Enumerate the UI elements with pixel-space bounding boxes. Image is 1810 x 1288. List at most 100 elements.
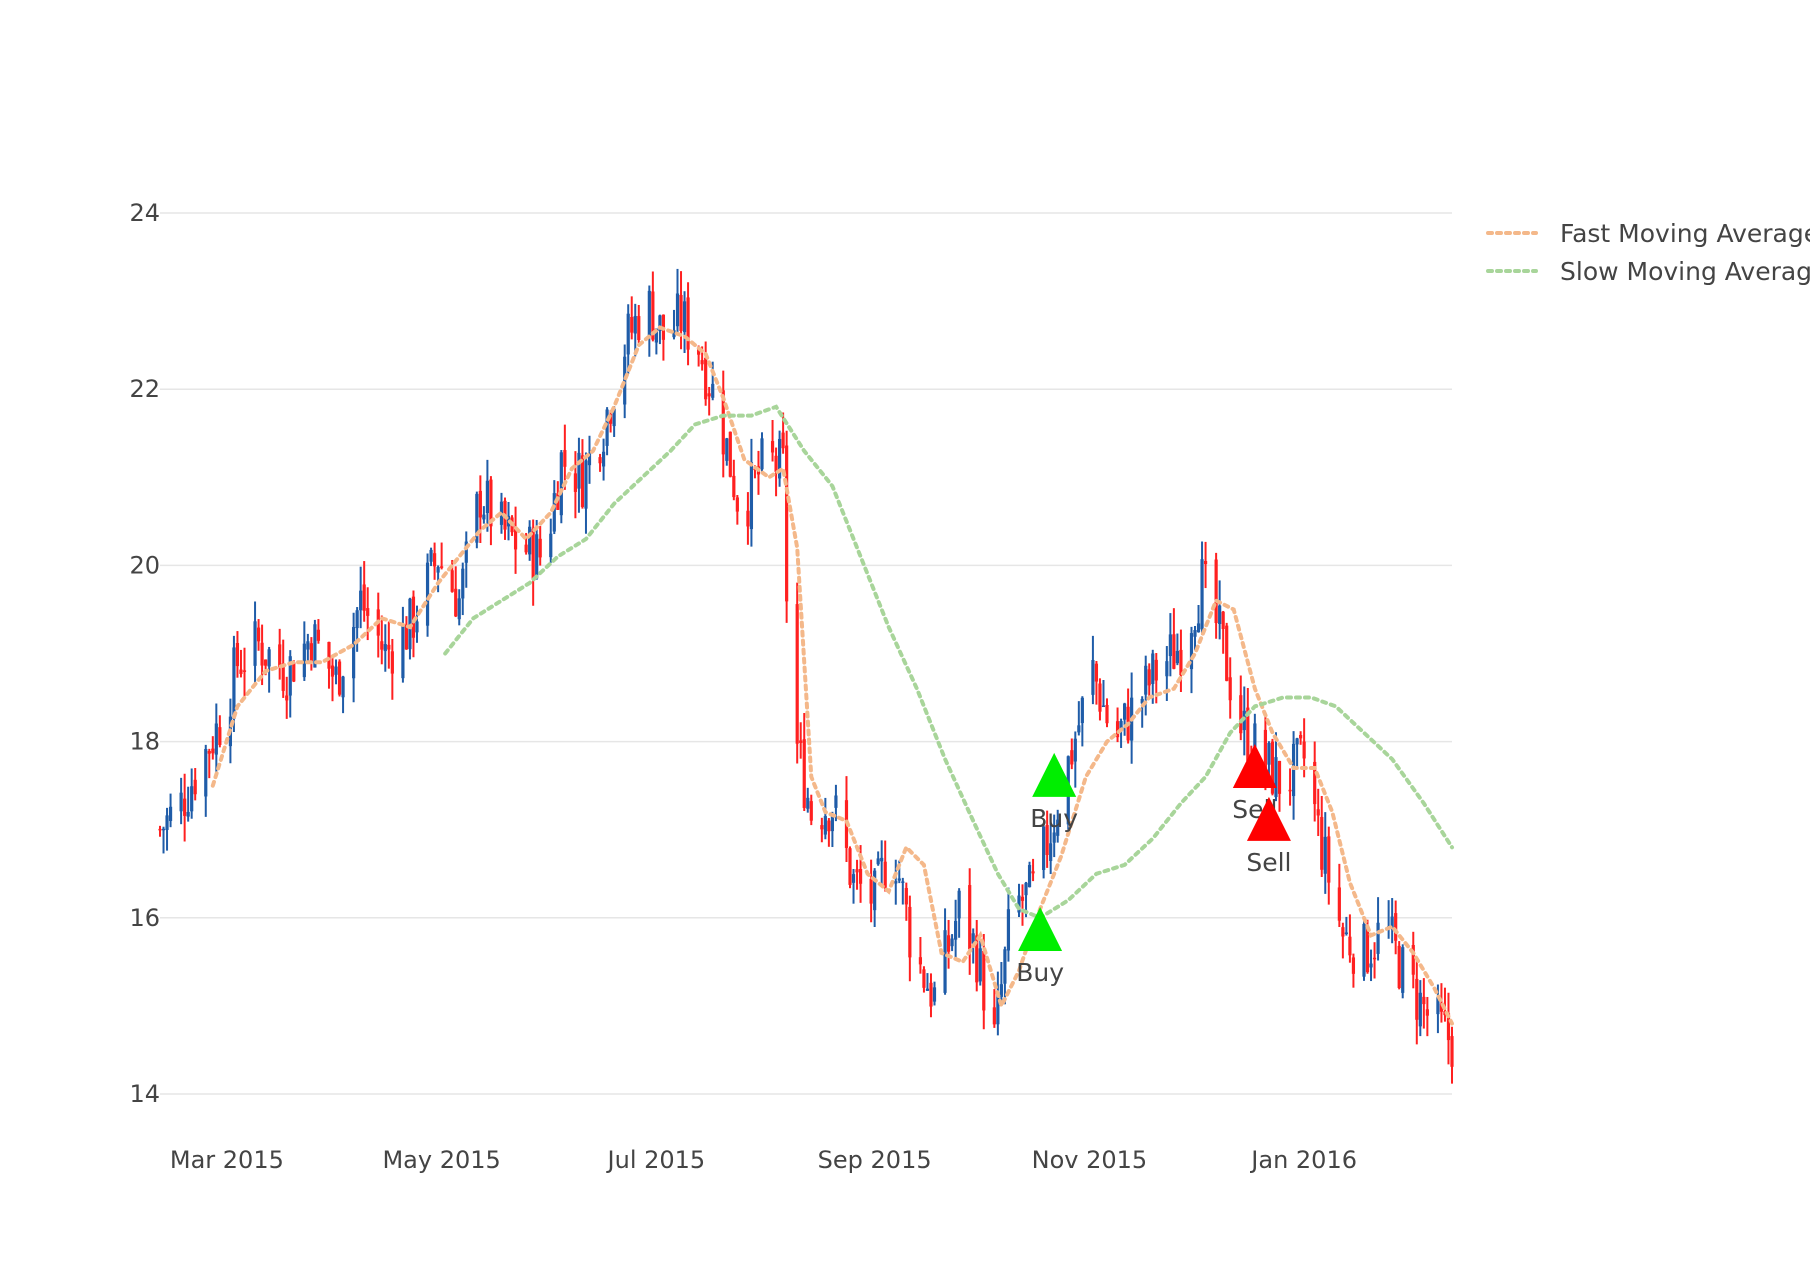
candle-body	[1172, 634, 1176, 669]
candle-body	[1320, 817, 1324, 870]
candle-body	[647, 290, 651, 338]
candle-body	[1024, 882, 1028, 896]
candle-body	[957, 890, 961, 919]
candle-body	[1288, 789, 1292, 792]
candle-body	[1344, 932, 1348, 934]
candle-body	[204, 748, 208, 797]
candle-body	[612, 408, 616, 427]
candle-body	[330, 665, 335, 677]
candle-body	[925, 988, 930, 991]
candle-body	[725, 438, 729, 461]
candle-body	[774, 455, 778, 472]
candle-body	[1091, 660, 1095, 695]
candle-body	[996, 992, 1000, 1025]
candle-body	[918, 957, 923, 965]
candle-body	[1122, 703, 1127, 720]
candle-body	[623, 356, 627, 405]
candle-body	[1056, 819, 1060, 836]
candle-body	[1316, 809, 1320, 816]
candle-body	[1436, 997, 1440, 1015]
candle-body	[820, 825, 824, 830]
candle-body	[971, 933, 975, 944]
candle-body	[1070, 750, 1074, 765]
candle-body	[609, 414, 613, 424]
candle-body	[1295, 738, 1299, 745]
candle-body	[302, 643, 306, 678]
candle-body	[1246, 707, 1250, 761]
candle-body	[232, 647, 236, 719]
candle-body	[1439, 1003, 1444, 1012]
candle-body	[454, 588, 458, 617]
legend-item[interactable]: Fast Moving Average	[1486, 219, 1810, 248]
candle-body	[1098, 683, 1102, 712]
candle-body	[880, 857, 884, 862]
candle-body	[651, 291, 655, 340]
candle-body	[922, 969, 926, 988]
candle-body	[682, 301, 687, 333]
candle-body	[827, 820, 831, 832]
candle-body	[633, 316, 637, 334]
y-tick-label: 14	[129, 1080, 160, 1108]
candle-body	[732, 475, 736, 498]
candle-body	[563, 450, 567, 467]
legend[interactable]: Fast Moving Average Slow Moving Average	[1486, 219, 1810, 286]
candle-body	[700, 360, 704, 365]
candle-body	[1203, 560, 1208, 565]
candle-body	[1218, 605, 1222, 625]
candle-body	[168, 806, 173, 821]
candle-body	[436, 567, 440, 573]
candle-body	[285, 695, 289, 701]
candle-body	[387, 644, 391, 650]
candle-body	[1168, 634, 1172, 657]
buy-marker	[1018, 907, 1063, 952]
candle-body	[1422, 996, 1426, 1005]
candle-body	[858, 869, 863, 884]
candle-body	[383, 644, 387, 652]
legend-label: Fast Moving Average	[1560, 219, 1810, 248]
candle-body	[1302, 741, 1306, 759]
candle-body	[313, 624, 317, 668]
candle-body	[1006, 909, 1011, 951]
candle-body	[598, 457, 602, 464]
candle-body	[1094, 663, 1099, 682]
candle-body	[1365, 928, 1370, 973]
candle-body	[190, 786, 194, 812]
candle-body	[1165, 661, 1169, 677]
candle-body	[464, 541, 468, 563]
candle-body	[429, 549, 433, 562]
candle-body	[214, 723, 218, 755]
buy-marker-label: Buy	[1016, 958, 1064, 987]
candle-body	[1151, 653, 1155, 684]
y-tick-label: 18	[129, 728, 160, 756]
candle-body	[267, 649, 271, 667]
axis-labels: 14 16 18 20 22 24 Mar 2015 May 2015 Jul 2015 Sep …	[129, 199, 1357, 1174]
candle-body	[1267, 742, 1271, 765]
candle-body	[584, 460, 588, 509]
candle-body	[256, 627, 261, 642]
candle-body	[1101, 705, 1106, 708]
x-tick-label: Jan 2016	[1249, 1146, 1357, 1174]
candle-body	[869, 878, 873, 904]
candle-body	[711, 383, 715, 398]
candle-body	[1313, 761, 1317, 805]
candle-body	[260, 642, 264, 666]
candle-body	[1277, 760, 1282, 794]
candle-body	[193, 779, 197, 795]
candle-body	[1327, 836, 1331, 883]
gridlines	[160, 212, 1452, 1095]
fast-moving-average-line	[210, 325, 1454, 1026]
candle-body	[306, 641, 310, 650]
candle-body	[630, 316, 634, 333]
candle-body	[760, 438, 764, 470]
candle-body	[704, 357, 708, 400]
candle-body	[735, 497, 739, 512]
candle-body	[580, 455, 585, 507]
legend-item[interactable]: Slow Moving Average	[1486, 257, 1810, 286]
candle-body	[929, 982, 933, 1007]
candle-body	[637, 316, 641, 341]
candle-body	[432, 553, 437, 567]
candle-body	[341, 676, 345, 698]
candle-body	[179, 792, 183, 812]
candle-body	[552, 493, 556, 532]
